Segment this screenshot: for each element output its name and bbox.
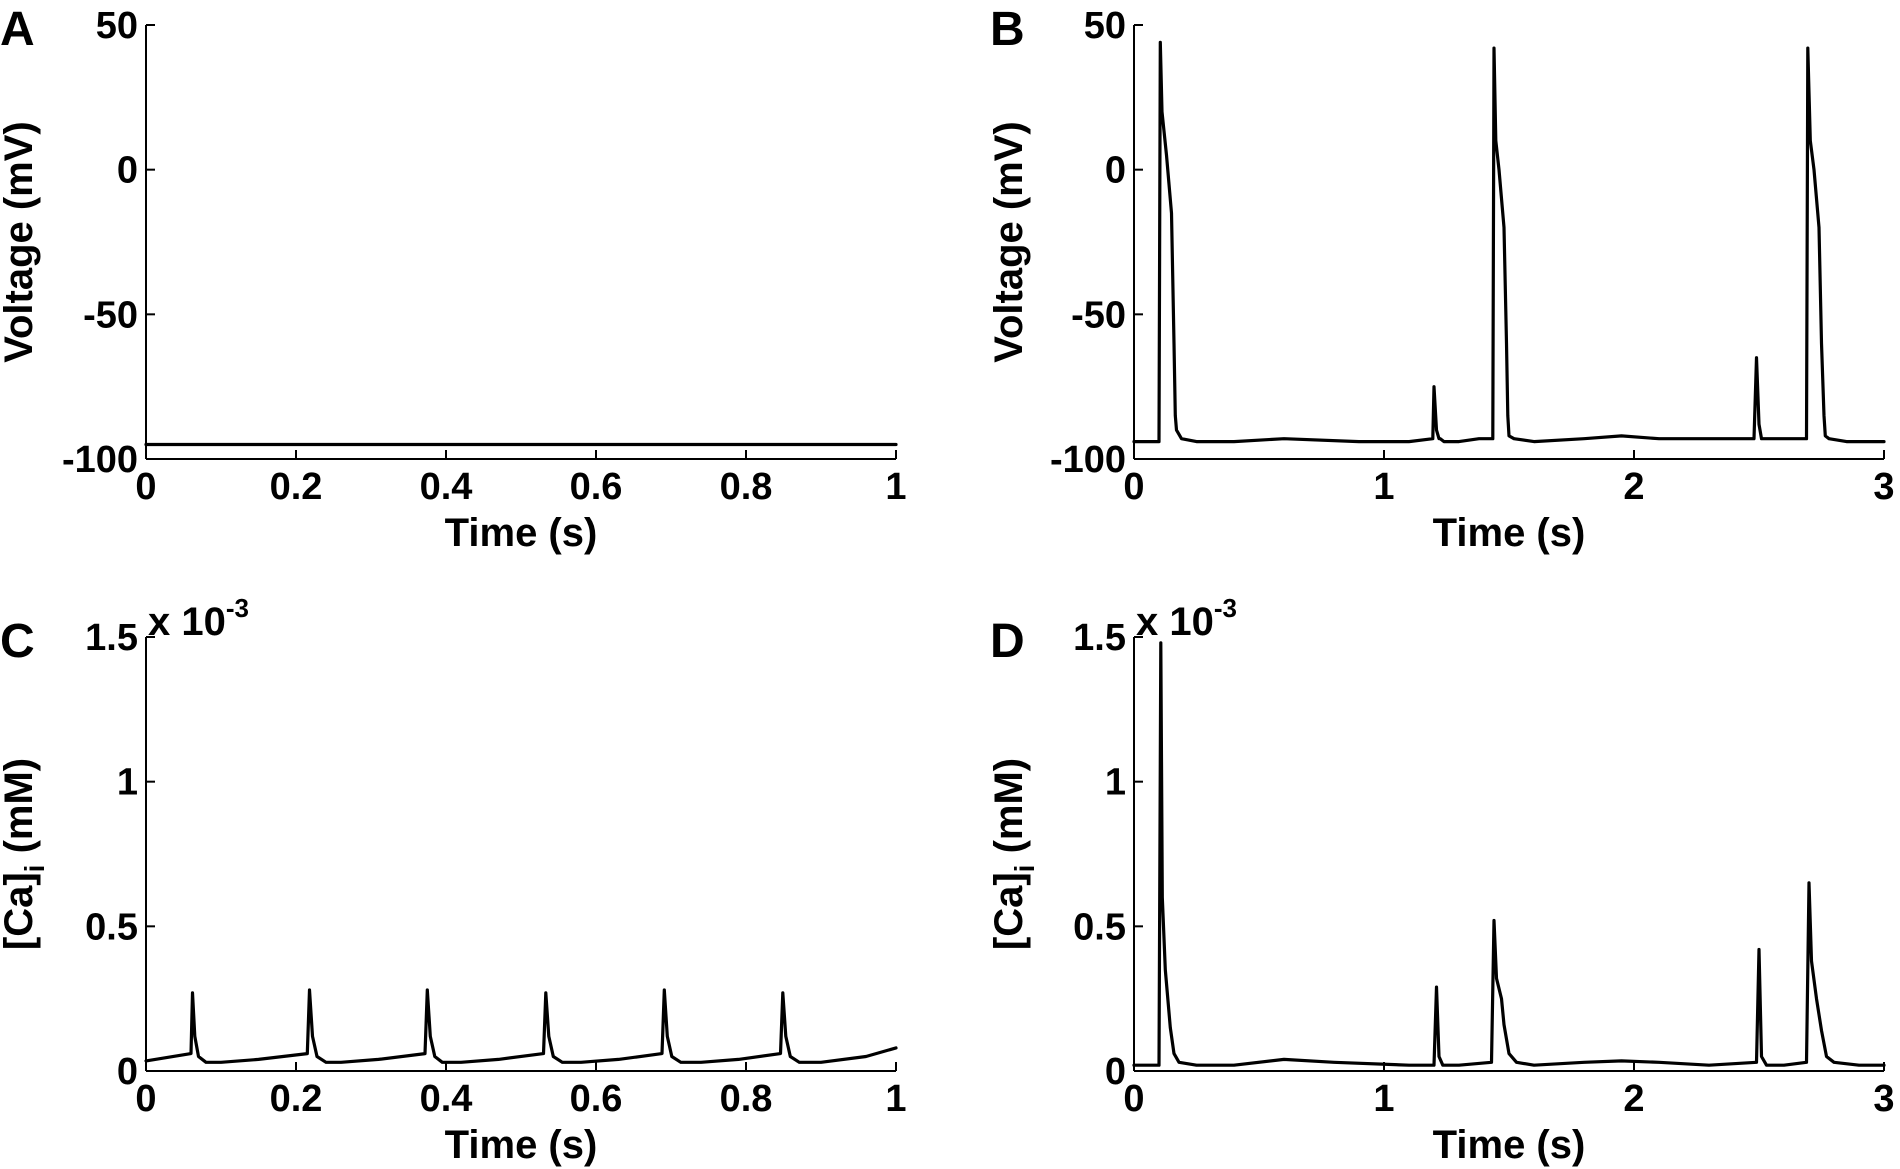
y-tick-label: 0.5 bbox=[85, 906, 138, 948]
y-tick-label: 1 bbox=[1105, 762, 1126, 804]
panel-letter: B bbox=[990, 3, 1025, 56]
y-tick-label: 1.5 bbox=[1073, 617, 1126, 659]
x-tick-label: 0.4 bbox=[420, 466, 473, 508]
x-tick-label: 0 bbox=[1123, 1078, 1144, 1120]
y-tick-label: 0 bbox=[1105, 1051, 1126, 1093]
x-tick-label: 3 bbox=[1873, 466, 1894, 508]
x-tick-label: 0.2 bbox=[270, 1078, 323, 1120]
x-tick-label: 2 bbox=[1623, 1078, 1644, 1120]
y-tick-label: 50 bbox=[96, 5, 138, 47]
x-axis-label: Time (s) bbox=[1433, 1123, 1586, 1167]
y-axis-label: [Ca]i (mM) bbox=[0, 758, 50, 950]
x-tick-label: 0 bbox=[1123, 466, 1144, 508]
y-tick-label: 50 bbox=[1084, 5, 1126, 47]
x-tick-label: 0.4 bbox=[420, 1078, 473, 1120]
y-tick-label: 1 bbox=[117, 762, 138, 804]
y-axis-label: Voltage (mV) bbox=[987, 121, 1031, 363]
x-tick-label: 0.6 bbox=[570, 466, 623, 508]
y-tick-label: 0 bbox=[117, 150, 138, 192]
x-tick-label: 1 bbox=[1373, 1078, 1394, 1120]
y-tick-label: -100 bbox=[62, 439, 138, 481]
x-tick-label: 0.2 bbox=[270, 466, 323, 508]
y-tick-label: -100 bbox=[1050, 439, 1126, 481]
x-tick-label: 1 bbox=[885, 466, 906, 508]
panel-letter: C bbox=[0, 615, 35, 668]
x-axis-label: Time (s) bbox=[445, 1123, 598, 1167]
y-tick-label: 0 bbox=[117, 1051, 138, 1093]
series-line bbox=[144, 988, 898, 1064]
y-tick-label: 1.5 bbox=[85, 617, 138, 659]
x-tick-label: 0.8 bbox=[720, 1078, 773, 1120]
x-tick-label: 3 bbox=[1873, 1078, 1894, 1120]
y-tick-label: -50 bbox=[1071, 294, 1126, 336]
exponent-label: x 10-3 bbox=[1136, 593, 1237, 644]
panel-d: 0 1 2 3 0 0.5 1 1.5 Time (s) [Ca]i (mM) D x 10-3 bbox=[987, 593, 1895, 1167]
x-tick-label: 1 bbox=[885, 1078, 906, 1120]
panel-letter: A bbox=[0, 3, 35, 56]
panel-a: 0 0.2 0.4 0.6 0.8 1 -100 -50 0 50 Time (s) Voltage … bbox=[0, 3, 907, 555]
panel-b: 0 1 2 3 -100 -50 0 50 Time (s) Voltage (mV) B bbox=[987, 3, 1895, 555]
y-tick-label: 0.5 bbox=[1073, 906, 1126, 948]
y-tick-label: 0 bbox=[1105, 150, 1126, 192]
x-axis-label: Time (s) bbox=[1433, 511, 1586, 555]
series-line bbox=[1132, 40, 1886, 444]
y-axis-label: Voltage (mV) bbox=[0, 121, 41, 363]
y-tick-label: -50 bbox=[83, 294, 138, 336]
x-tick-label: 0 bbox=[135, 1078, 156, 1120]
x-tick-label: 2 bbox=[1623, 466, 1644, 508]
panel-c: 0 0.2 0.4 0.6 0.8 1 0 0.5 1 1.5 Time (s) [Ca]i (mM)… bbox=[0, 593, 907, 1167]
x-tick-label: 0 bbox=[135, 466, 156, 508]
x-tick-label: 0.6 bbox=[570, 1078, 623, 1120]
x-tick-label: 0.8 bbox=[720, 466, 773, 508]
x-tick-label: 1 bbox=[1373, 466, 1394, 508]
exponent-label: x 10-3 bbox=[148, 593, 249, 644]
panel-letter: D bbox=[990, 615, 1025, 668]
x-axis-label: Time (s) bbox=[445, 511, 598, 555]
y-axis-label: [Ca]i (mM) bbox=[987, 758, 1040, 950]
series-line bbox=[1132, 641, 1886, 1067]
